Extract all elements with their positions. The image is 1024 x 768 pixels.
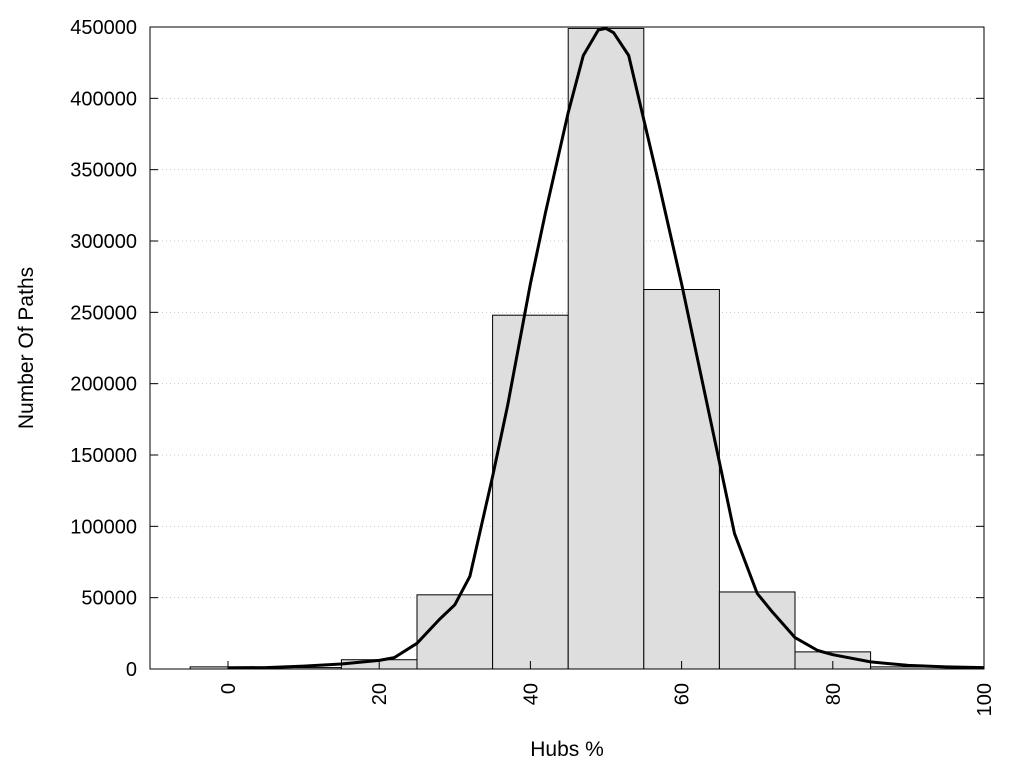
y-tick-label: 450000: [70, 17, 137, 39]
fit-curve: [227, 26, 985, 670]
y-tick-label: 0: [126, 659, 137, 681]
x-axis-ticks: 0 20 40 60 80 100: [218, 661, 996, 716]
histogram-bar: [643, 289, 720, 670]
x-tick-label: 20: [369, 683, 391, 705]
x-tick-label: 40: [520, 683, 542, 705]
y-tick-label: 250000: [70, 302, 137, 324]
y-tick-label: 200000: [70, 374, 137, 396]
histogram-bar: [718, 591, 796, 670]
fit-curve-line: [227, 26, 985, 670]
y-tick-label: 100000: [70, 516, 137, 538]
y-tick-label: 300000: [70, 231, 137, 253]
y-axis-title: Number Of Paths: [15, 267, 38, 429]
y-tick-label: 50000: [81, 588, 137, 610]
y-tick-label: 350000: [70, 160, 137, 182]
histogram-bar: [567, 27, 645, 670]
x-axis-title: Hubs %: [530, 738, 604, 761]
y-tick-label: 150000: [70, 445, 137, 467]
y-tick-label: 400000: [70, 88, 137, 110]
plot-frame: [149, 26, 985, 670]
x-tick-label: 80: [823, 683, 845, 705]
x-tick-label: 0: [218, 683, 240, 694]
histogram-bars: [189, 27, 947, 670]
histogram-bar: [492, 314, 569, 670]
x-tick-label: 100: [974, 683, 996, 716]
x-tick-label: 60: [672, 683, 694, 705]
y-axis-ticks: 0 50000 100000 150000 200000 250000 300000 3500…: [70, 17, 984, 681]
